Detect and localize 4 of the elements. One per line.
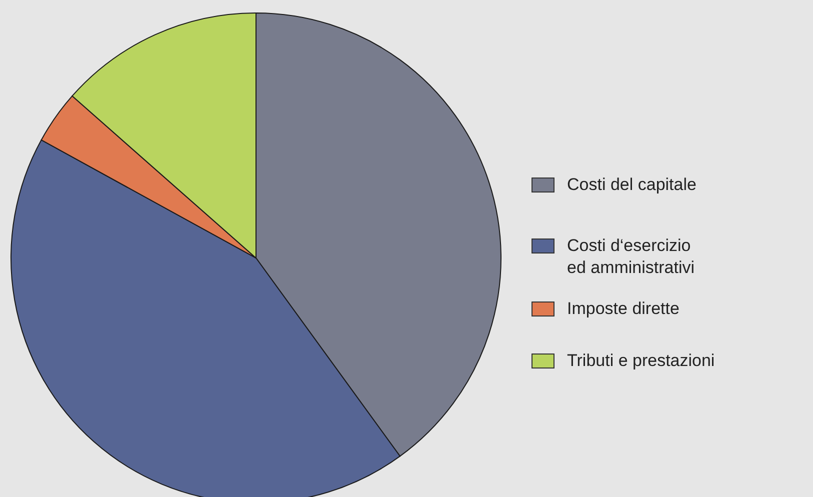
legend-label: Imposte dirette xyxy=(567,299,680,318)
legend-label: Tributi e prestazioni xyxy=(567,351,715,370)
legend-label: Costi d‘esercizio ed amministrativi xyxy=(567,236,695,277)
legend-label: Costi del capitale xyxy=(567,175,696,194)
